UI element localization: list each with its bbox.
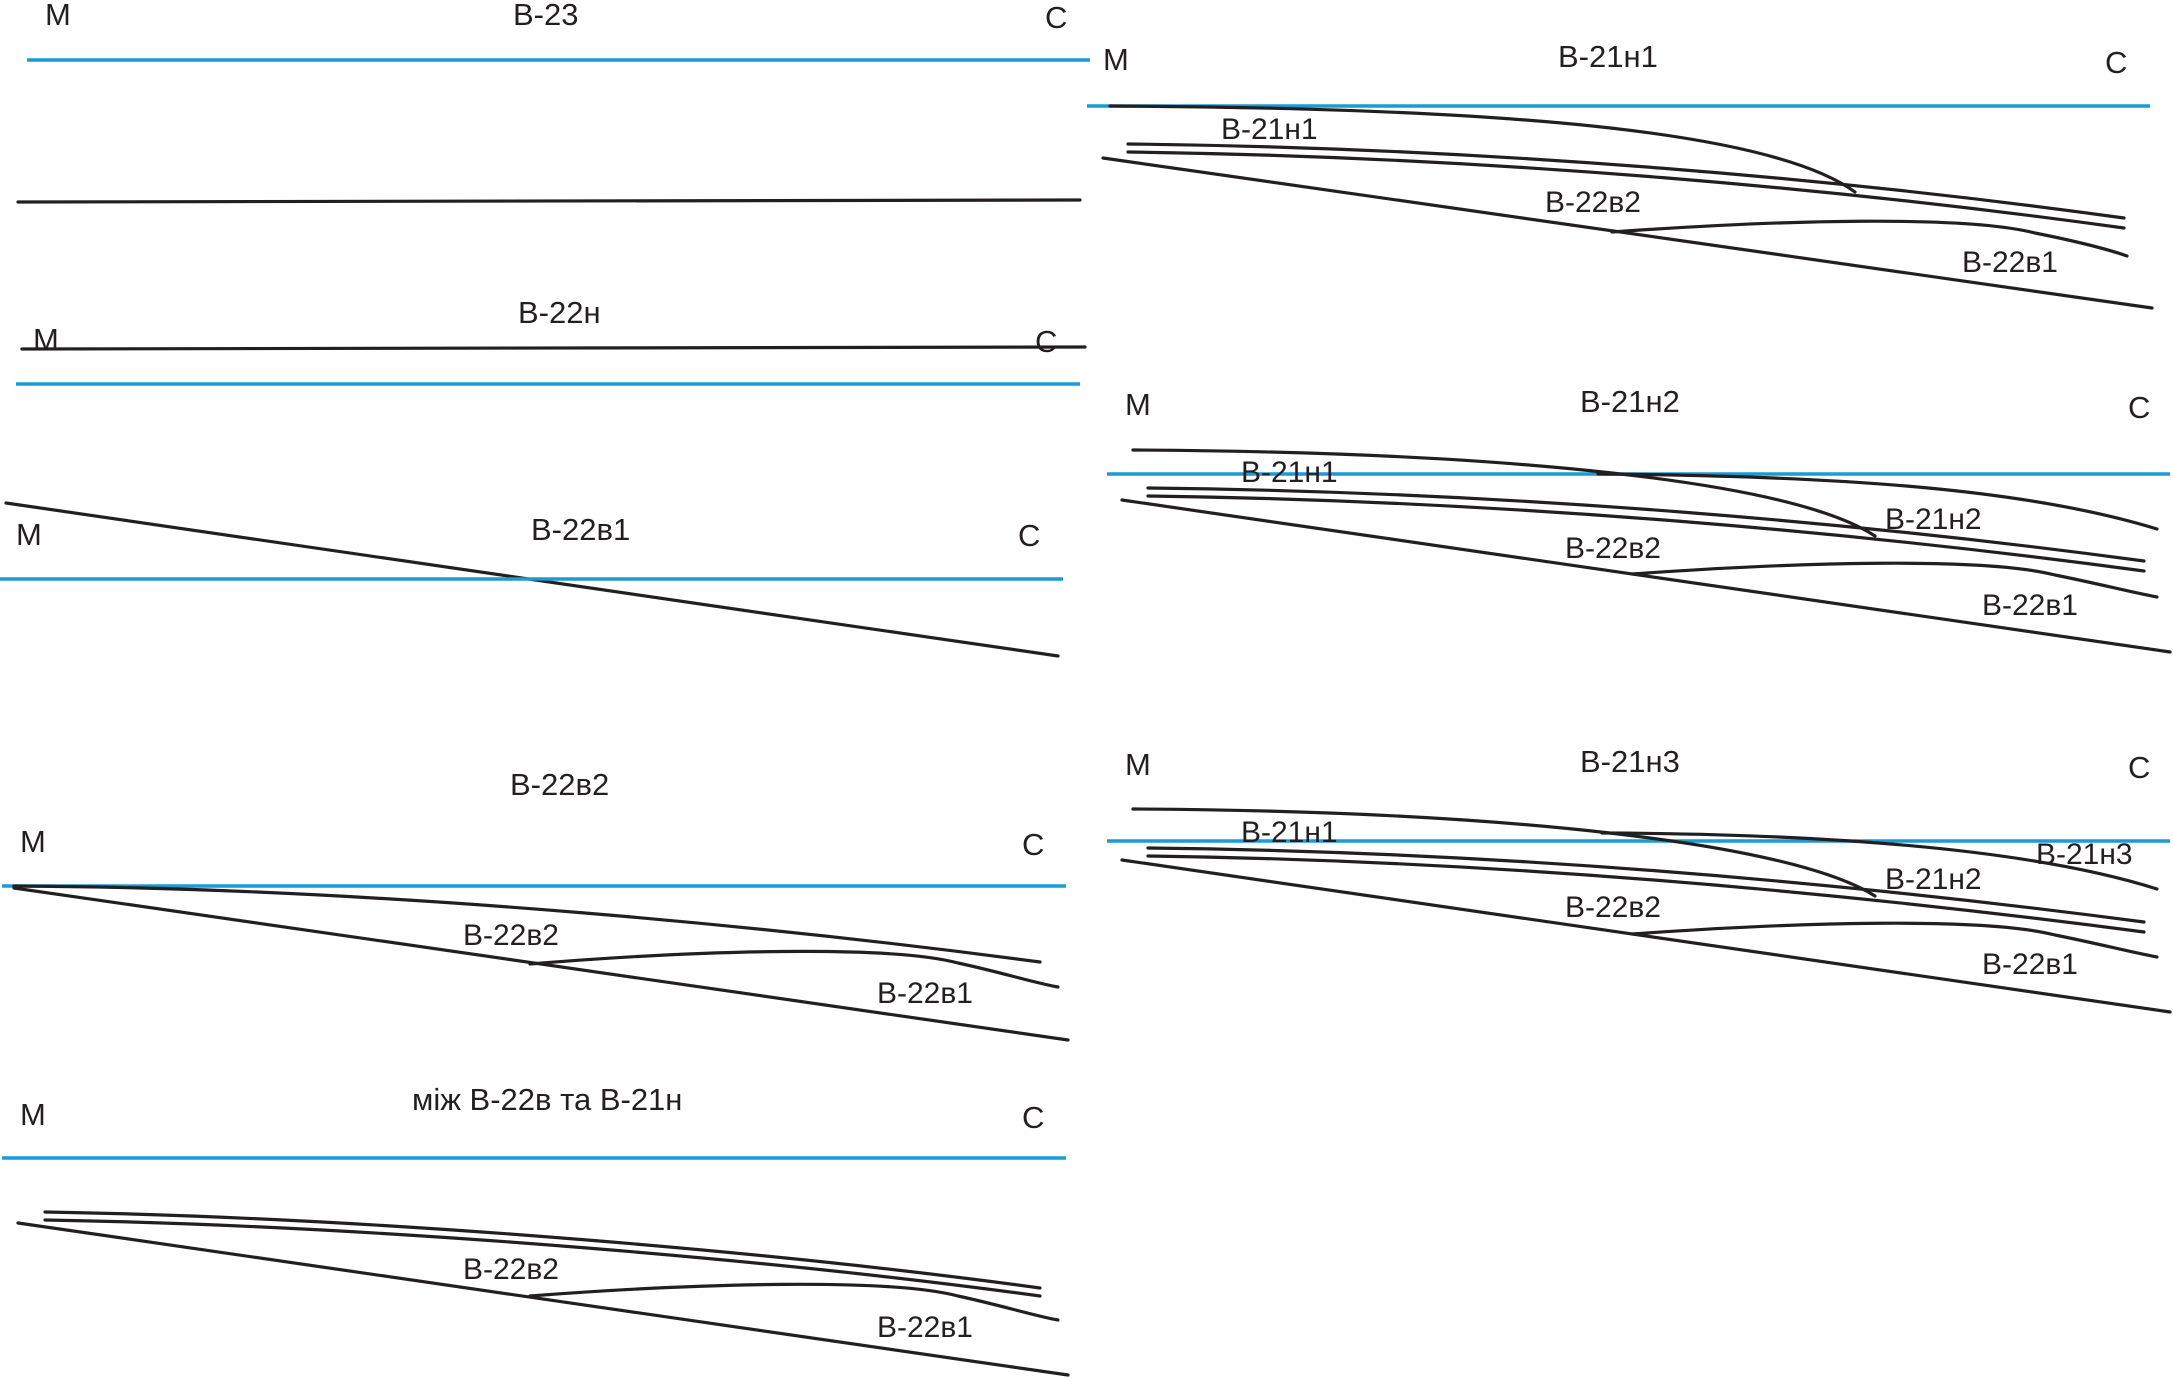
panel-title: В-22н <box>518 295 601 330</box>
panel-title: В-21н3 <box>1580 744 1680 779</box>
seam-lower <box>1101 156 2154 310</box>
seam-upper <box>12 884 1042 964</box>
seam-lower <box>16 1221 1070 1377</box>
left-mark: М <box>1125 387 1151 422</box>
right-mark: С <box>2105 45 2127 80</box>
panel-b21n3: М В-21н3 С В-21н1 В-21н3 В-21н2 В-22в2 В… <box>1107 744 2172 1014</box>
seam-split <box>528 949 1060 989</box>
right-mark: С <box>1035 324 1057 359</box>
right-mark: С <box>2128 750 2150 785</box>
left-mark: М <box>20 1097 46 1132</box>
seam-b21n1 <box>1108 104 1857 194</box>
seam-label: В-22в2 <box>1565 532 1661 565</box>
seam-split <box>1630 921 2159 959</box>
panel-between: М між В-22в та В-21н С В-22в2 В-22в1 <box>2 1082 1070 1377</box>
seam-label: В-21н1 <box>1221 113 1318 146</box>
panel-b21n1: М В-21н1 С В-21н1 В-22в2 В-22в1 <box>1087 39 2154 310</box>
seam-upper-b <box>43 1218 1042 1298</box>
seam-label: В-22в2 <box>463 919 559 952</box>
seam-parallel-b <box>1146 494 2146 573</box>
seam-label: В-21н1 <box>1241 816 1338 849</box>
panel-title: В-22в2 <box>510 767 609 802</box>
right-mark: С <box>1018 518 1040 553</box>
panel-title: між В-22в та В-21н <box>412 1082 682 1117</box>
panel-b22v1: М В-22в1 С <box>0 501 1063 658</box>
seam-label: В-22в1 <box>877 977 973 1010</box>
seam-upper-a <box>43 1210 1042 1290</box>
right-mark: С <box>1045 0 1067 35</box>
right-mark: С <box>1022 827 1044 862</box>
seam-b21n2 <box>1596 472 2159 531</box>
left-mark: М <box>1103 42 1129 77</box>
left-mark: М <box>33 322 59 357</box>
left-mark: М <box>45 0 71 32</box>
seam-split <box>1610 219 2129 258</box>
panel-b22v2: В-22в2 М С В-22в2 В-22в1 <box>2 767 1070 1042</box>
seam-parallel-b <box>1146 854 2146 934</box>
seam-line <box>20 345 1087 351</box>
seam-label: В-22в2 <box>1545 186 1641 219</box>
seam-lower <box>1120 498 2172 654</box>
seam-label: В-22в2 <box>1565 891 1661 924</box>
panel-title: В-21н1 <box>1558 39 1658 74</box>
seam-split <box>528 1282 1060 1322</box>
seam-label: В-22в1 <box>1962 246 2058 279</box>
panel-b21n2: М В-21н2 С В-21н1 В-21н2 В-22в2 В-22в1 <box>1107 384 2172 654</box>
seam-parallel-a <box>1146 486 2146 563</box>
seam-label: В-22в1 <box>1982 589 2078 622</box>
seam-label: В-22в1 <box>877 1311 973 1344</box>
seam-label: В-21н2 <box>1885 863 1982 896</box>
seam-b21n3 <box>1600 831 2159 891</box>
right-mark: С <box>1022 1100 1044 1135</box>
seam-lower <box>1120 858 2172 1014</box>
seam-split <box>1630 561 2159 599</box>
left-mark: М <box>1125 747 1151 782</box>
seam-label: В-21н1 <box>1241 456 1338 489</box>
right-mark: С <box>2128 390 2150 425</box>
seam-label: В-21н2 <box>1885 503 1982 536</box>
seam-parallel-a <box>1146 846 2146 924</box>
seam-parallel-b <box>1126 150 2126 230</box>
seam-label: В-22в1 <box>1982 948 2078 981</box>
left-mark: М <box>16 517 42 552</box>
panel-b23: М В-23 С <box>16 0 1090 204</box>
panel-title: В-21н2 <box>1580 384 1680 419</box>
panel-b22n: В-22н М С <box>16 295 1087 386</box>
seam-label: В-22в2 <box>463 1253 559 1286</box>
seam-line <box>16 198 1082 204</box>
left-mark: М <box>20 824 46 859</box>
seam-parallel-a <box>1126 142 2126 220</box>
panel-title: В-22в1 <box>531 512 630 547</box>
seam-label: В-21н3 <box>2036 838 2133 871</box>
panel-title: В-23 <box>513 0 578 32</box>
